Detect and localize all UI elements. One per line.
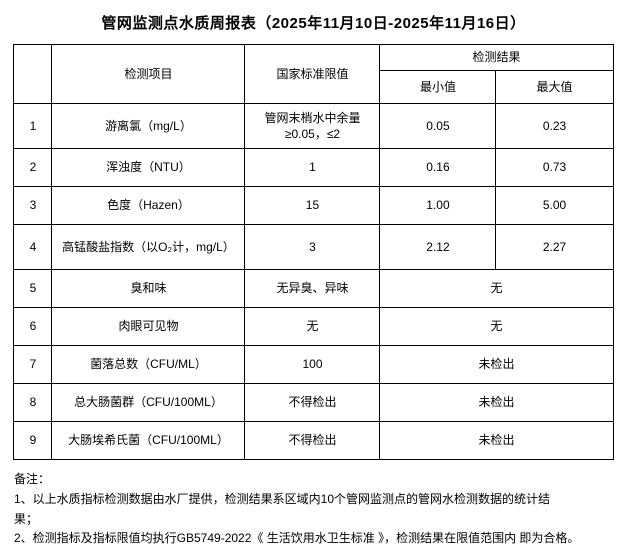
header-min: 最小值	[379, 70, 497, 104]
header-standard: 国家标准限值	[244, 44, 381, 104]
table-row: 1 游离氯（mg/L） 管网末梢水中余量≥0.05，≤2 0.05 0.23	[13, 103, 614, 149]
row-index: 5	[13, 269, 53, 308]
header-max: 最大值	[495, 70, 614, 104]
row-index: 1	[13, 103, 53, 149]
notes-heading: 备注：	[14, 472, 51, 486]
table-row: 7 菌落总数（CFU/ML） 100 未检出	[13, 345, 614, 384]
page-title: 管网监测点水质周报表（2025年11月10日-2025年11月16日）	[101, 15, 526, 32]
row-standard: 100	[244, 345, 381, 384]
header-item: 检测项目	[51, 44, 246, 104]
row-max: 0.73	[495, 148, 614, 187]
water-quality-table: 检测项目 国家标准限值 检测结果 最小值 最大值 1 游离氯（mg/L） 管网末…	[13, 44, 614, 460]
row-result: 无	[379, 307, 614, 346]
row-item: 色度（Hazen）	[51, 186, 246, 225]
row-standard: 15	[244, 186, 381, 225]
row-result: 未检出	[379, 345, 614, 384]
table-row: 8 总大肠菌群（CFU/100ML） 不得检出 未检出	[13, 383, 614, 422]
row-result: 未检出	[379, 421, 614, 460]
row-item: 肉眼可见物	[51, 307, 246, 346]
table-header-row-1: 检测项目 国家标准限值 检测结果	[13, 44, 614, 104]
row-index: 8	[13, 383, 53, 422]
row-min: 1.00	[379, 186, 497, 225]
row-index: 7	[13, 345, 53, 384]
header-index	[13, 44, 53, 104]
row-standard: 1	[244, 148, 381, 187]
row-item: 臭和味	[51, 269, 246, 308]
row-index: 6	[13, 307, 53, 346]
table-header: 检测项目 国家标准限值 检测结果 最小值 最大值	[13, 44, 614, 104]
table-row: 9 大肠埃希氏菌（CFU/100ML） 不得检出 未检出	[13, 421, 614, 460]
row-item: 菌落总数（CFU/ML）	[51, 345, 246, 384]
table-body: 1 游离氯（mg/L） 管网末梢水中余量≥0.05，≤2 0.05 0.23 2…	[13, 103, 614, 460]
table-row: 3 色度（Hazen） 15 1.00 5.00	[13, 186, 614, 225]
row-standard: 无异臭、异味	[244, 269, 381, 308]
header-result: 检测结果	[379, 44, 614, 71]
row-index: 2	[13, 148, 53, 187]
row-item: 游离氯（mg/L）	[51, 103, 246, 149]
row-max: 0.23	[495, 103, 614, 149]
row-index: 3	[13, 186, 53, 225]
notes-line-2: 果；	[14, 511, 39, 526]
row-standard: 无	[244, 307, 381, 346]
row-item: 大肠埃希氏菌（CFU/100ML）	[51, 421, 246, 460]
row-min: 2.12	[379, 224, 497, 270]
row-standard: 不得检出	[244, 421, 381, 460]
row-result: 未检出	[379, 383, 614, 422]
table-header-row-2: 最小值 最大值	[14, 70, 614, 104]
report-page: 管网监测点水质周报表（2025年11月10日-2025年11月16日） 检测项目…	[13, 15, 614, 545]
table-row: 6 肉眼可见物 无 无	[13, 307, 614, 346]
row-max: 5.00	[495, 186, 614, 225]
notes-line-3: 2、检测指标及指标限值均执行GB5749-2022《 生活饮用水卫生标准 》，检…	[14, 531, 580, 546]
table-row: 5 臭和味 无异臭、异味 无	[13, 269, 614, 308]
row-index: 9	[13, 421, 53, 460]
row-result: 无	[379, 269, 614, 308]
row-standard: 不得检出	[244, 383, 381, 422]
row-item: 浑浊度（NTU）	[51, 148, 246, 187]
row-standard: 3	[244, 224, 381, 270]
row-item: 总大肠菌群（CFU/100ML）	[51, 383, 246, 422]
row-max: 2.27	[495, 224, 614, 270]
notes-line-1: 1、以上水质指标检测数据由水厂提供，检测结果系区域内10个管网监测点的管网水检测…	[14, 491, 551, 506]
row-min: 0.05	[379, 103, 497, 149]
row-item: 高锰酸盐指数（以O₂计，mg/L）	[51, 224, 246, 270]
row-index: 4	[13, 224, 53, 270]
row-standard: 管网末梢水中余量≥0.05，≤2	[244, 103, 381, 149]
table-row: 4 高锰酸盐指数（以O₂计，mg/L） 3 2.12 2.27	[13, 224, 614, 270]
notes-section: 备注： 1、以上水质指标检测数据由水厂提供，检测结果系区域内10个管网监测点的管…	[14, 470, 613, 549]
table-row: 2 浑浊度（NTU） 1 0.16 0.73	[13, 148, 614, 187]
row-min: 0.16	[379, 148, 497, 187]
